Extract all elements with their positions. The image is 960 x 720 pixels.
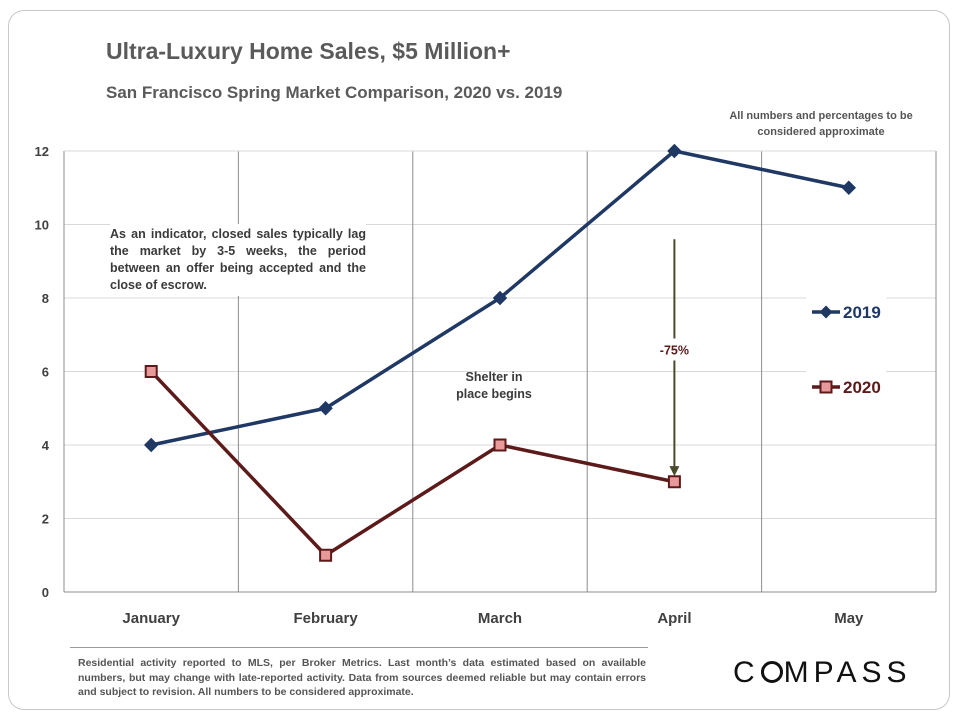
y-tick-label: 4 [42,438,50,453]
logo-o-ring [760,661,783,683]
footer-disclaimer: Residential activity reported to MLS, pe… [78,657,646,698]
logo-text-mpass: MPASS [783,656,912,689]
change-percentage-label: -75% [660,343,689,357]
data-point-2020 [493,438,507,452]
change-label-background [652,338,697,361]
data-point-2019 [318,401,333,416]
data-point-2019 [492,290,508,306]
y-tick-label: 12 [35,144,49,159]
logo-text-c: C [733,656,760,689]
x-tick-label: January [122,610,180,627]
y-tick-label: 8 [42,291,49,306]
data-point-2020 [667,475,681,489]
shelter-in-place-annotation: Shelter in place begins [456,370,532,401]
x-tick-label: April [657,610,691,627]
x-tick-label: May [834,610,864,627]
chart-title: Ultra-Luxury Home Sales, $5 Million+ [106,38,511,64]
compass-logo: C MPASS [733,656,911,690]
chart-subtitle: San Francisco Spring Market Comparison, … [106,83,563,102]
data-point-2020 [144,365,158,378]
series-line-2020 [149,370,675,557]
slide-frame [8,10,950,710]
data-point-2019 [667,143,682,159]
legend-label-2019: 2019 [843,303,881,322]
y-tick-label: 0 [42,585,49,600]
legend-label-2020: 2020 [843,378,881,397]
legend-marker-2019 [819,305,833,319]
x-tick-label: February [293,610,358,627]
x-tick-label: March [478,610,522,627]
indicator-annotation: As an indicator, closed sales typically … [110,224,366,296]
footer-divider [70,647,648,648]
approximation-note: All numbers and percentages to be consid… [729,110,913,138]
change-arrow-head [669,466,680,477]
y-tick-label: 6 [42,365,49,380]
data-point-2019 [841,180,857,195]
data-point-2019 [143,437,159,453]
y-tick-label: 10 [35,218,49,233]
data-point-2020 [319,548,333,562]
legend-marker-2020 [819,380,833,394]
y-tick-label: 2 [42,512,49,527]
